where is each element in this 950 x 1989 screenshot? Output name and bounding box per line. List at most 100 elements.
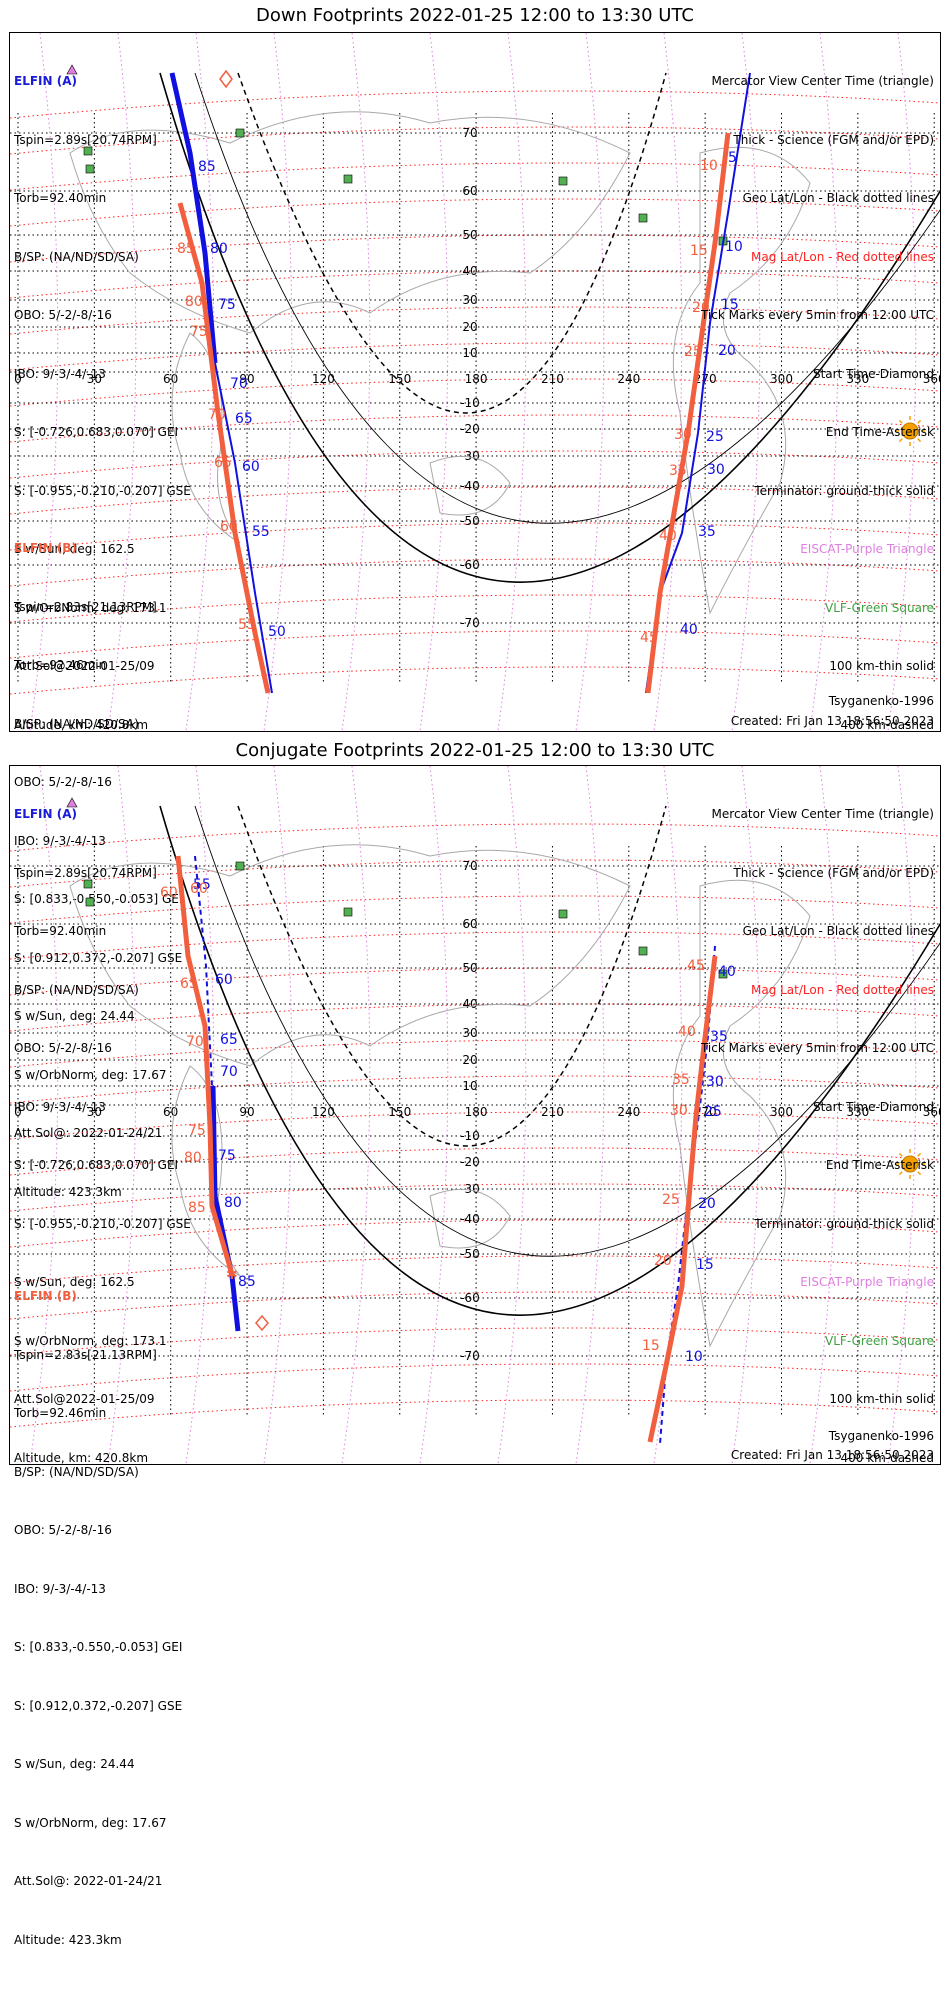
elfin-a-attsol: Att.Sol@2022-01-25/09 bbox=[14, 1392, 155, 1406]
mag-lat-line bbox=[10, 1399, 940, 1428]
elfin-a-bsp: B/SP: (NA/ND/SD/SA) bbox=[14, 249, 139, 264]
lon-tick-label: 210 bbox=[541, 1105, 564, 1119]
mag-lat-line bbox=[10, 342, 940, 371]
mag-lat-line bbox=[10, 126, 940, 155]
elfin-a-s-gei: S: [-0.726,0.683,0.070] GEI bbox=[14, 1158, 179, 1172]
elfin-a-tick-label: 50 bbox=[268, 624, 286, 640]
lat-tick-label: 40 bbox=[462, 264, 477, 278]
elfin-a-tick-label: 65 bbox=[235, 411, 253, 427]
elfin-b-tick-label: 15 bbox=[642, 1338, 660, 1354]
mag-lat-line bbox=[10, 1255, 940, 1284]
panel-2-elfin-a-info: ELFIN (A) Tspin=2.89s[20.74RPM] Torb=92.… bbox=[14, 766, 191, 1507]
lat-tick-label: -50 bbox=[460, 1247, 480, 1261]
legend-ticks: Tick Marks every 5min from 12:00 UTC bbox=[700, 308, 934, 322]
lon-tick-label: 90 bbox=[239, 372, 254, 386]
lat-tick-label: 60 bbox=[462, 184, 477, 198]
elfin-b-tick-label: 80 bbox=[185, 294, 203, 310]
mag-lat-line bbox=[10, 967, 940, 996]
elfin-a-tick-label: 85 bbox=[238, 1274, 256, 1290]
elfin-a-west-science bbox=[169, 72, 218, 364]
elfin-a-tick-label: 5 bbox=[728, 150, 737, 166]
elfin-b-tick-label: 75 bbox=[190, 324, 208, 340]
lat-tick-label: 50 bbox=[462, 961, 477, 975]
panel-1-map[interactable]: 0306090120150180210240270300330360706050… bbox=[9, 32, 941, 1199]
lon-tick-label: 330 bbox=[846, 1105, 869, 1119]
elfin-a-s-gei: S: [-0.726,0.683,0.070] GEI bbox=[14, 425, 179, 439]
sun-ray bbox=[917, 419, 922, 424]
elfin-b-obo: OBO: 5/-2/-8/-16 bbox=[14, 1523, 112, 1537]
elfin-b-east-track bbox=[645, 132, 731, 694]
legend-terminator: Terminator: ground-thick solid bbox=[754, 1216, 934, 1231]
elfin-a-s-orbnorm: S w/OrbNorm, deg: 173.1 bbox=[14, 1333, 167, 1348]
elfin-b-s-gse: S: [0.912,0.372,-0.207] GSE bbox=[14, 1698, 183, 1713]
coastline bbox=[69, 844, 631, 1067]
mag-lat-line bbox=[10, 1147, 940, 1176]
elfin-a-altitude: Altitude, km: 420.8km bbox=[14, 1450, 149, 1465]
mag-lat-line bbox=[10, 1327, 940, 1356]
lon-tick-label: 150 bbox=[388, 1105, 411, 1119]
sun-ray bbox=[898, 419, 903, 424]
elfin-a-tick-label: 60 bbox=[215, 972, 233, 988]
elfin-a-east-track bbox=[659, 945, 716, 1445]
mag-lat-line bbox=[10, 594, 940, 623]
legend-mercator: Mercator View Center Time (triangle) bbox=[711, 74, 934, 88]
lat-tick-label: 30 bbox=[462, 293, 477, 307]
lon-tick-label: 0 bbox=[14, 372, 22, 386]
lat-tick-label: 20 bbox=[462, 320, 477, 334]
panel-2-model: Tsyganenko-1996 bbox=[828, 1429, 934, 1443]
lon-tick-label: 150 bbox=[388, 372, 411, 386]
lat-tick-label: -20 bbox=[460, 1155, 480, 1169]
elfin-a-tick-label: 35 bbox=[710, 1029, 728, 1045]
vlf-square-icon bbox=[83, 146, 93, 156]
elfin-a-tick-label: 80 bbox=[224, 1195, 242, 1211]
elfin-b-tick-label: 80 bbox=[184, 1150, 202, 1166]
elfin-b-west-track bbox=[177, 202, 271, 694]
legend-geo: Geo Lat/Lon - Black dotted lines bbox=[742, 924, 934, 938]
sun-ray bbox=[898, 438, 903, 443]
vlf-square-icon bbox=[558, 176, 568, 186]
elfin-a-bsp: B/SP: (NA/ND/SD/SA) bbox=[14, 982, 139, 997]
elfin-a-obo: OBO: 5/-2/-8/-16 bbox=[14, 308, 112, 322]
lon-tick-label: 30 bbox=[87, 1105, 102, 1119]
vlf-square-icon bbox=[83, 879, 93, 889]
lat-tick-label: -60 bbox=[460, 1291, 480, 1305]
terminator-100km bbox=[194, 72, 940, 524]
elfin-a-west-science bbox=[210, 1085, 241, 1332]
legend-terminator: Terminator: ground-thick solid bbox=[754, 483, 934, 498]
elfin-a-s-gse: S: [-0.955,-0.210,-0.207] GSE bbox=[14, 1216, 191, 1231]
legend-vlf: VLF-Green Square bbox=[825, 600, 934, 615]
lon-tick-label: 240 bbox=[617, 1105, 640, 1119]
mag-lon-line bbox=[341, 33, 371, 731]
elfin-b-tick-label: 70 bbox=[186, 1034, 204, 1050]
mag-lat-line bbox=[10, 859, 940, 888]
sun-ray bbox=[898, 1171, 903, 1176]
elfin-a-tick-label: 65 bbox=[220, 1032, 238, 1048]
sun-icon bbox=[901, 422, 919, 440]
lon-tick-label: 180 bbox=[465, 372, 488, 386]
lat-tick-label: -40 bbox=[460, 479, 480, 493]
elfin-b-tick-label: 65 bbox=[214, 455, 232, 471]
mag-lat-line bbox=[10, 450, 940, 479]
elfin-a-west-track bbox=[194, 855, 239, 1332]
coastline bbox=[171, 1065, 241, 1277]
mag-lat-line bbox=[10, 1003, 940, 1032]
lon-tick-label: 90 bbox=[239, 1105, 254, 1119]
mag-lat-line bbox=[10, 895, 940, 924]
elfin-b-west-track bbox=[175, 855, 235, 1275]
panel-2-map[interactable]: 0306090120150180210240270300330360706050… bbox=[9, 765, 941, 1947]
elfin-a-torb: Torb=92.40min bbox=[14, 191, 107, 205]
legend-100km: 100 km-thin solid bbox=[829, 1392, 934, 1406]
lon-tick-label: 210 bbox=[541, 372, 564, 386]
mag-lon-line bbox=[419, 33, 449, 731]
elfin-b-altitude: Altitude: 423.3km bbox=[14, 1184, 122, 1199]
sun-ray bbox=[898, 1152, 903, 1157]
legend-eiscat: EISCAT-Purple Triangle bbox=[800, 542, 934, 556]
lon-tick-label: 330 bbox=[846, 372, 869, 386]
terminator-ground bbox=[159, 72, 940, 583]
elfin-b-east-track bbox=[647, 955, 718, 1443]
legend-ticks: Tick Marks every 5min from 12:00 UTC bbox=[700, 1041, 934, 1055]
panel-1-elfin-a-info: ELFIN (A) Tspin=2.89s[20.74RPM] Torb=92.… bbox=[14, 33, 191, 774]
elfin-b-attsol: Att.Sol@: 2022-01-24/21 bbox=[14, 1874, 163, 1888]
elfin-b-s-gei: S: [0.833,-0.550,-0.053] GEI bbox=[14, 1640, 183, 1654]
elfin-b-s-sun: S w/Sun, deg: 24.44 bbox=[14, 1757, 135, 1771]
